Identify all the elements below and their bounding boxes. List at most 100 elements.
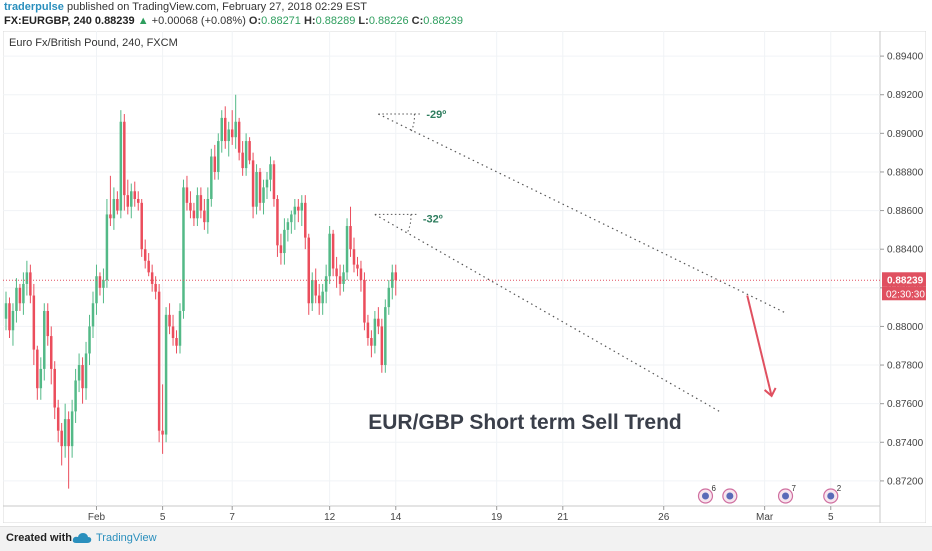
candle-body: [391, 272, 394, 288]
candle-body: [36, 349, 39, 389]
candle-body: [387, 287, 391, 308]
event-flag-count: 7: [792, 484, 797, 493]
candle-body: [157, 291, 161, 431]
candle-body: [91, 303, 95, 327]
candle-body: [223, 117, 227, 142]
candle-body: [136, 198, 140, 203]
trend-annotation: EUR/GBP Short term Sell Trend: [368, 411, 682, 434]
price-change: +0.00068 (+0.08%): [151, 15, 246, 27]
candle-body: [98, 276, 102, 288]
y-tick-label: 0.87400: [887, 438, 924, 449]
candle-body: [310, 280, 314, 304]
candle-body: [175, 338, 178, 346]
candle-body: [88, 326, 91, 354]
event-flag-core: [701, 492, 709, 500]
candle-body: [338, 276, 342, 284]
candle-body: [102, 280, 105, 288]
candle-body: [366, 322, 370, 339]
candle-body: [217, 141, 220, 172]
candle-body: [297, 206, 300, 211]
candle-body: [345, 226, 349, 273]
candle-body: [335, 268, 338, 277]
candle-body: [81, 365, 84, 389]
candle-body: [321, 291, 324, 304]
candle-body: [356, 264, 359, 269]
sell-arrow-shaft: [746, 295, 773, 397]
last-price: 0.88239: [94, 15, 135, 27]
candle-body: [314, 280, 317, 296]
candle-body: [29, 272, 32, 296]
angle-arc-lower: [406, 214, 412, 234]
candle-body: [220, 117, 224, 142]
open-value: 0.88271: [261, 15, 301, 27]
y-tick-label: 0.89200: [887, 90, 924, 101]
candle-body: [22, 283, 25, 304]
candle-body: [18, 287, 22, 304]
candle-body: [130, 191, 133, 207]
last-price-badge: [882, 272, 926, 287]
candle-body: [25, 272, 29, 284]
candle-body: [237, 121, 241, 153]
high-value: 0.88289: [315, 15, 356, 27]
candle-body: [43, 310, 46, 369]
x-tick-label: 5: [160, 512, 166, 523]
candle-body: [359, 268, 363, 281]
candle-body: [384, 307, 387, 366]
open-label: O:: [248, 15, 262, 27]
up-arrow-icon: ▲: [137, 15, 149, 27]
candle-body: [272, 164, 276, 199]
candle-body: [234, 121, 237, 138]
x-tick-label: 7: [229, 512, 235, 523]
candle-body: [46, 310, 50, 337]
tradingview-brand-link[interactable]: TradingView: [96, 532, 157, 544]
candle-body: [147, 260, 150, 273]
angle-arc-upper: [410, 113, 415, 132]
y-tick-label: 0.88800: [887, 167, 924, 178]
candle-body: [300, 202, 304, 211]
candle-body: [258, 171, 262, 203]
candle-body: [70, 411, 74, 447]
candle-body: [63, 419, 67, 447]
tradingview-cloud-icon: [72, 533, 92, 543]
symbol-info: FX:EURGBP, 240 0.88239 ▲ +0.00068 (+0.08…: [4, 15, 463, 27]
y-tick-label: 0.87800: [887, 361, 924, 372]
event-flag-core: [782, 492, 790, 500]
candle-body: [67, 419, 70, 447]
candle-body: [244, 141, 248, 169]
candle-body: [342, 272, 345, 284]
candle-body: [349, 226, 352, 250]
candle-body: [269, 164, 272, 180]
candle-body: [39, 368, 43, 389]
y-tick-label: 0.87200: [887, 476, 924, 487]
candle-body: [119, 121, 123, 211]
candle-body: [105, 214, 109, 281]
candle-body: [168, 314, 171, 327]
candle-body: [279, 245, 283, 254]
candle-body: [370, 338, 373, 346]
candle-body: [60, 430, 63, 447]
candle-body: [255, 171, 258, 207]
candle-body: [112, 198, 116, 219]
published-text: published on TradingView.com, February 2…: [66, 1, 368, 13]
candle-body: [373, 318, 377, 346]
candle-body: [133, 191, 137, 199]
author-link[interactable]: traderpulse: [4, 1, 64, 13]
sell-arrow-head: [763, 387, 777, 398]
angle-label-upper: -29º: [426, 109, 446, 121]
candle-body: [328, 233, 331, 277]
candle-body: [206, 198, 210, 223]
close-value: 0.88239: [423, 15, 464, 27]
candle-body: [227, 129, 230, 142]
candle-body: [4, 303, 8, 319]
candle-body: [84, 353, 88, 389]
candle-body: [363, 280, 366, 323]
candle-body: [171, 326, 175, 339]
candle-body: [317, 295, 321, 304]
x-tick-label: 26: [658, 512, 670, 523]
price-chart[interactable]: -29º -32º 6 7 2 0.89400 0.89200 0.89000 0.88800…: [3, 31, 926, 523]
event-flag-core: [827, 492, 835, 500]
candle-body: [56, 407, 60, 431]
x-tick-label: 21: [557, 512, 569, 523]
x-tick-label: 5: [828, 512, 834, 523]
candle-body: [74, 380, 77, 412]
